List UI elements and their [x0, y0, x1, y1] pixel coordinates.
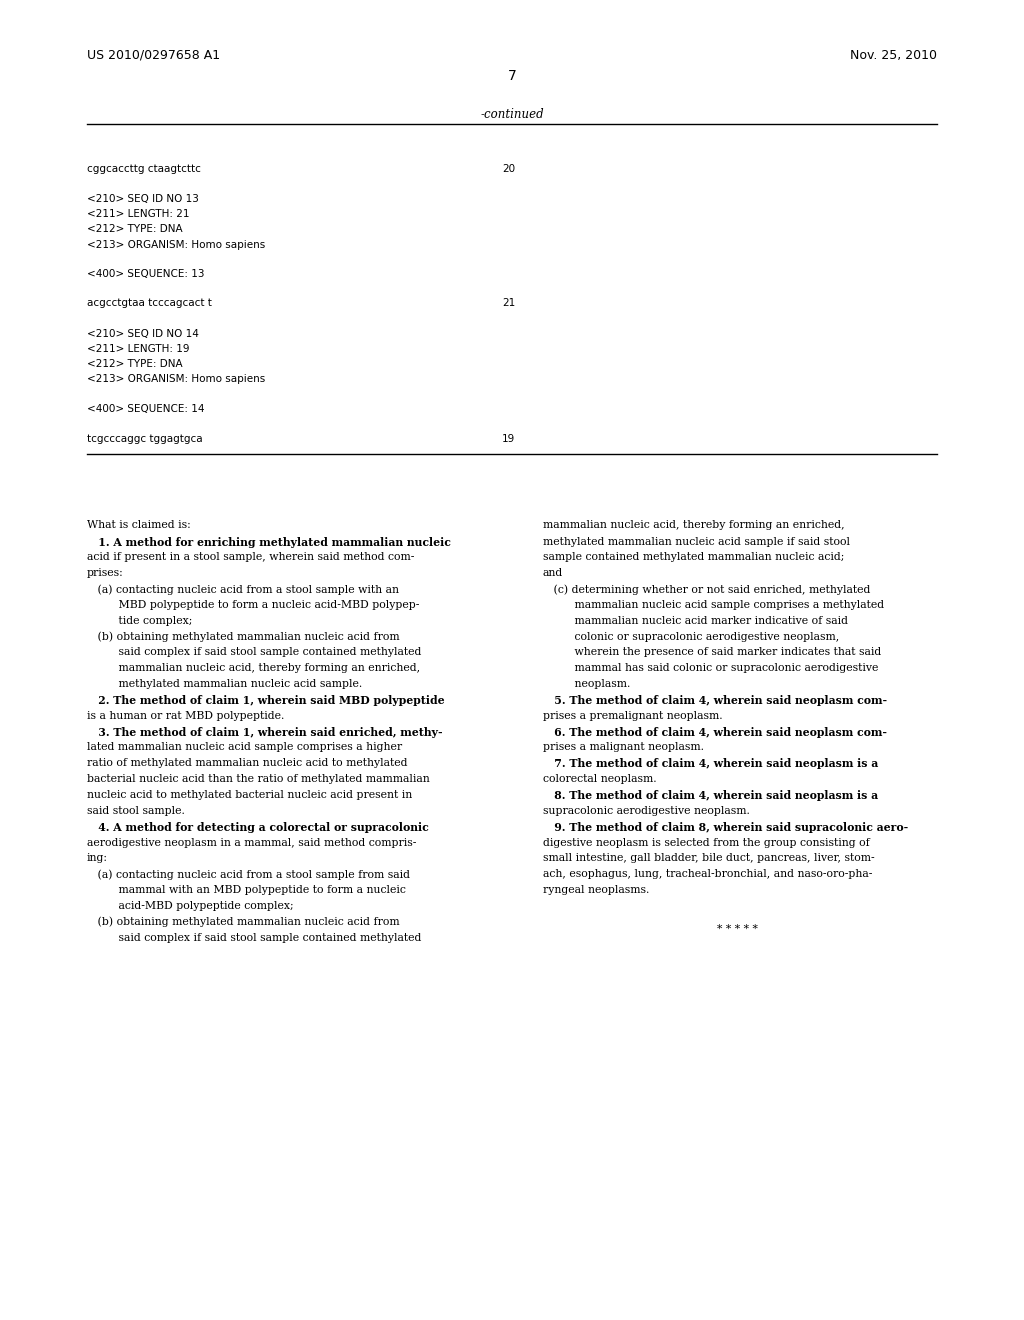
Text: acid-MBD polypeptide complex;: acid-MBD polypeptide complex;	[87, 900, 294, 911]
Text: <210> SEQ ID NO 14: <210> SEQ ID NO 14	[87, 329, 199, 339]
Text: mammalian nucleic acid sample comprises a methylated: mammalian nucleic acid sample comprises …	[543, 599, 884, 610]
Text: 4. A method for detecting a colorectal or supracolonic: 4. A method for detecting a colorectal o…	[87, 821, 429, 833]
Text: cggcaccttg ctaagtcttc: cggcaccttg ctaagtcttc	[87, 164, 201, 174]
Text: supracolonic aerodigestive neoplasm.: supracolonic aerodigestive neoplasm.	[543, 805, 750, 816]
Text: small intestine, gall bladder, bile duct, pancreas, liver, stom-: small intestine, gall bladder, bile duct…	[543, 854, 874, 863]
Text: said complex if said stool sample contained methylated: said complex if said stool sample contai…	[87, 932, 422, 942]
Text: prises:: prises:	[87, 568, 124, 578]
Text: and: and	[543, 568, 563, 578]
Text: is a human or rat MBD polypeptide.: is a human or rat MBD polypeptide.	[87, 710, 285, 721]
Text: said stool sample.: said stool sample.	[87, 805, 185, 816]
Text: <400> SEQUENCE: 14: <400> SEQUENCE: 14	[87, 404, 205, 414]
Text: mammal with an MBD polypeptide to form a nucleic: mammal with an MBD polypeptide to form a…	[87, 884, 406, 895]
Text: (a) contacting nucleic acid from a stool sample with an: (a) contacting nucleic acid from a stool…	[87, 583, 399, 595]
Text: colorectal neoplasm.: colorectal neoplasm.	[543, 774, 656, 784]
Text: 3. The method of claim 1, wherein said enriched, methy-: 3. The method of claim 1, wherein said e…	[87, 726, 442, 738]
Text: (c) determining whether or not said enriched, methylated: (c) determining whether or not said enri…	[543, 583, 870, 595]
Text: <400> SEQUENCE: 13: <400> SEQUENCE: 13	[87, 269, 205, 280]
Text: <212> TYPE: DNA: <212> TYPE: DNA	[87, 359, 182, 370]
Text: prises a malignant neoplasm.: prises a malignant neoplasm.	[543, 742, 703, 752]
Text: 2. The method of claim 1, wherein said MBD polypeptide: 2. The method of claim 1, wherein said M…	[87, 694, 444, 706]
Text: acid if present in a stool sample, wherein said method com-: acid if present in a stool sample, where…	[87, 552, 415, 562]
Text: 9. The method of claim 8, wherein said supracolonic aero-: 9. The method of claim 8, wherein said s…	[543, 821, 908, 833]
Text: Nov. 25, 2010: Nov. 25, 2010	[850, 49, 937, 62]
Text: 20: 20	[502, 164, 515, 174]
Text: 5. The method of claim 4, wherein said neoplasm com-: 5. The method of claim 4, wherein said n…	[543, 694, 887, 706]
Text: <211> LENGTH: 19: <211> LENGTH: 19	[87, 343, 189, 354]
Text: nucleic acid to methylated bacterial nucleic acid present in: nucleic acid to methylated bacterial nuc…	[87, 789, 413, 800]
Text: US 2010/0297658 A1: US 2010/0297658 A1	[87, 49, 220, 62]
Text: <211> LENGTH: 21: <211> LENGTH: 21	[87, 209, 189, 219]
Text: <212> TYPE: DNA: <212> TYPE: DNA	[87, 224, 182, 235]
Text: 7: 7	[508, 69, 516, 83]
Text: 21: 21	[502, 298, 515, 309]
Text: neoplasm.: neoplasm.	[543, 678, 630, 689]
Text: mammalian nucleic acid, thereby forming an enriched,: mammalian nucleic acid, thereby forming …	[87, 663, 420, 673]
Text: mammal has said colonic or supracolonic aerodigestive: mammal has said colonic or supracolonic …	[543, 663, 879, 673]
Text: tide complex;: tide complex;	[87, 615, 193, 626]
Text: (b) obtaining methylated mammalian nucleic acid from: (b) obtaining methylated mammalian nucle…	[87, 632, 399, 643]
Text: 1. A method for enriching methylated mammalian nucleic: 1. A method for enriching methylated mam…	[87, 536, 451, 548]
Text: (a) contacting nucleic acid from a stool sample from said: (a) contacting nucleic acid from a stool…	[87, 869, 410, 880]
Text: sample contained methylated mammalian nucleic acid;: sample contained methylated mammalian nu…	[543, 552, 844, 562]
Text: tcgcccaggc tggagtgca: tcgcccaggc tggagtgca	[87, 433, 203, 444]
Text: colonic or supracolonic aerodigestive neoplasm,: colonic or supracolonic aerodigestive ne…	[543, 632, 839, 642]
Text: 19: 19	[502, 433, 515, 444]
Text: 8. The method of claim 4, wherein said neoplasm is a: 8. The method of claim 4, wherein said n…	[543, 789, 878, 801]
Text: bacterial nucleic acid than the ratio of methylated mammalian: bacterial nucleic acid than the ratio of…	[87, 774, 430, 784]
Text: aerodigestive neoplasm in a mammal, said method compris-: aerodigestive neoplasm in a mammal, said…	[87, 838, 417, 847]
Text: ratio of methylated mammalian nucleic acid to methylated: ratio of methylated mammalian nucleic ac…	[87, 758, 408, 768]
Text: What is claimed is:: What is claimed is:	[87, 520, 190, 531]
Text: lated mammalian nucleic acid sample comprises a higher: lated mammalian nucleic acid sample comp…	[87, 742, 402, 752]
Text: <213> ORGANISM: Homo sapiens: <213> ORGANISM: Homo sapiens	[87, 375, 265, 384]
Text: * * * * *: * * * * *	[717, 924, 758, 935]
Text: -continued: -continued	[480, 108, 544, 121]
Text: 7. The method of claim 4, wherein said neoplasm is a: 7. The method of claim 4, wherein said n…	[543, 758, 878, 770]
Text: MBD polypeptide to form a nucleic acid-MBD polypep-: MBD polypeptide to form a nucleic acid-M…	[87, 599, 420, 610]
Text: ach, esophagus, lung, tracheal-bronchial, and naso-oro-pha-: ach, esophagus, lung, tracheal-bronchial…	[543, 869, 872, 879]
Text: ryngeal neoplasms.: ryngeal neoplasms.	[543, 884, 649, 895]
Text: methylated mammalian nucleic acid sample if said stool: methylated mammalian nucleic acid sample…	[543, 536, 850, 546]
Text: said complex if said stool sample contained methylated: said complex if said stool sample contai…	[87, 648, 422, 657]
Text: mammalian nucleic acid marker indicative of said: mammalian nucleic acid marker indicative…	[543, 615, 848, 626]
Text: <210> SEQ ID NO 13: <210> SEQ ID NO 13	[87, 194, 199, 205]
Text: 6. The method of claim 4, wherein said neoplasm com-: 6. The method of claim 4, wherein said n…	[543, 726, 887, 738]
Text: <213> ORGANISM: Homo sapiens: <213> ORGANISM: Homo sapiens	[87, 240, 265, 249]
Text: methylated mammalian nucleic acid sample.: methylated mammalian nucleic acid sample…	[87, 678, 362, 689]
Text: prises a premalignant neoplasm.: prises a premalignant neoplasm.	[543, 710, 722, 721]
Text: acgcctgtaa tcccagcact t: acgcctgtaa tcccagcact t	[87, 298, 212, 309]
Text: ing:: ing:	[87, 854, 109, 863]
Text: mammalian nucleic acid, thereby forming an enriched,: mammalian nucleic acid, thereby forming …	[543, 520, 845, 531]
Text: wherein the presence of said marker indicates that said: wherein the presence of said marker indi…	[543, 648, 881, 657]
Text: (b) obtaining methylated mammalian nucleic acid from: (b) obtaining methylated mammalian nucle…	[87, 916, 399, 928]
Text: digestive neoplasm is selected from the group consisting of: digestive neoplasm is selected from the …	[543, 838, 869, 847]
